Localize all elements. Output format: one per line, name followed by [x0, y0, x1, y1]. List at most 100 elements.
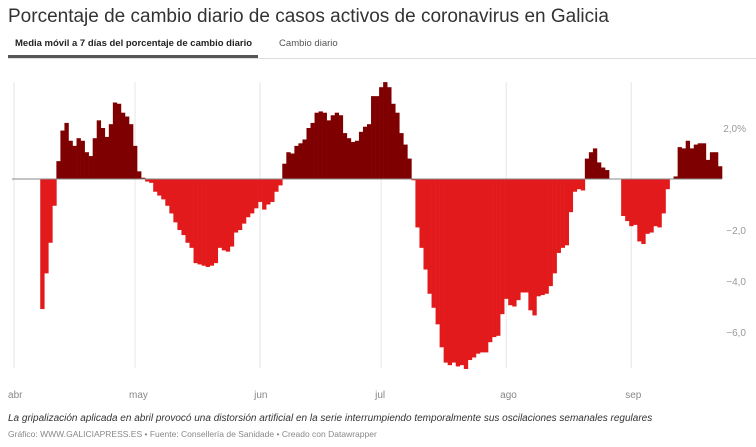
bar [237, 179, 243, 230]
bar [540, 179, 545, 296]
bar [556, 179, 561, 253]
bar [439, 179, 444, 348]
bar [544, 179, 549, 294]
bar [512, 179, 517, 307]
bar [221, 179, 227, 251]
bar [367, 124, 372, 179]
bar [685, 140, 691, 179]
bar [500, 179, 505, 315]
bar [625, 179, 630, 222]
bar [496, 179, 501, 336]
bar [133, 145, 138, 179]
bar [306, 128, 311, 179]
bar [568, 179, 574, 213]
bar [145, 179, 150, 182]
bar [60, 130, 65, 179]
bar [233, 179, 239, 233]
bar [250, 179, 255, 214]
bar [124, 116, 130, 179]
bar [411, 179, 416, 181]
bar [294, 145, 299, 179]
x-tick-label: may [129, 390, 148, 401]
bar [254, 179, 259, 209]
bar [245, 179, 251, 218]
chart-caption: La gripalización aplicada en abril provo… [8, 413, 653, 424]
bar [463, 179, 469, 369]
bar [342, 133, 348, 179]
bar [560, 179, 565, 248]
tab-daily-change[interactable]: Cambio diario [279, 38, 338, 49]
bar [274, 179, 279, 192]
bar [213, 179, 219, 264]
bar [258, 179, 263, 202]
bar [375, 96, 380, 179]
bar [286, 152, 291, 179]
bar [197, 179, 202, 265]
bar [278, 179, 283, 186]
bar [201, 179, 206, 266]
bar [322, 112, 327, 179]
bar [673, 176, 678, 179]
bar [415, 179, 420, 228]
bar [548, 179, 553, 287]
bar [693, 144, 699, 179]
bar [318, 111, 323, 179]
bar [475, 179, 481, 354]
bar [189, 179, 194, 248]
bar [177, 179, 182, 230]
x-tick-label: ago [500, 390, 517, 401]
bar [80, 140, 85, 179]
bar [443, 179, 448, 363]
bar [338, 115, 344, 179]
y-tick-label: −4,0 [726, 277, 746, 288]
bar [141, 177, 146, 179]
bar [717, 166, 723, 179]
bar [399, 133, 404, 179]
bar [600, 167, 606, 179]
bar [137, 171, 142, 179]
tab-bar: Media móvil a 7 días del porcentaje de c… [8, 38, 756, 59]
bar [149, 179, 154, 183]
bar [72, 145, 77, 179]
bar [681, 148, 686, 179]
bar [649, 179, 654, 233]
bar [661, 179, 666, 214]
y-tick-label: −2,0 [726, 226, 746, 237]
bar [564, 179, 570, 246]
bar [112, 102, 118, 179]
bar [709, 152, 715, 179]
bar [185, 179, 190, 243]
bar [451, 179, 457, 363]
bar [104, 136, 110, 179]
tab-moving-average[interactable]: Media móvil a 7 días del porcentaje de c… [8, 38, 259, 58]
bar [677, 147, 682, 179]
bar [314, 112, 319, 179]
bar [225, 179, 231, 252]
bar [552, 179, 557, 274]
bar [407, 158, 412, 179]
bar [653, 179, 658, 227]
bar [419, 179, 424, 248]
bar [637, 179, 642, 242]
x-tick-label: abr [8, 390, 23, 401]
bar [697, 143, 703, 179]
y-tick-label: −6,0 [726, 328, 746, 339]
bar [334, 112, 340, 179]
bar [536, 179, 541, 297]
bar [96, 120, 102, 179]
bar [492, 179, 497, 338]
bar [532, 179, 537, 316]
x-tick-label: jul [374, 390, 385, 401]
bar [572, 179, 578, 192]
bar [479, 179, 485, 353]
bar [580, 179, 586, 191]
bar [92, 138, 98, 179]
bar [467, 179, 473, 361]
bar [169, 179, 174, 214]
bar [330, 115, 336, 179]
bar [447, 179, 453, 366]
bar [88, 156, 93, 179]
bar [241, 179, 247, 224]
bar [371, 96, 376, 179]
